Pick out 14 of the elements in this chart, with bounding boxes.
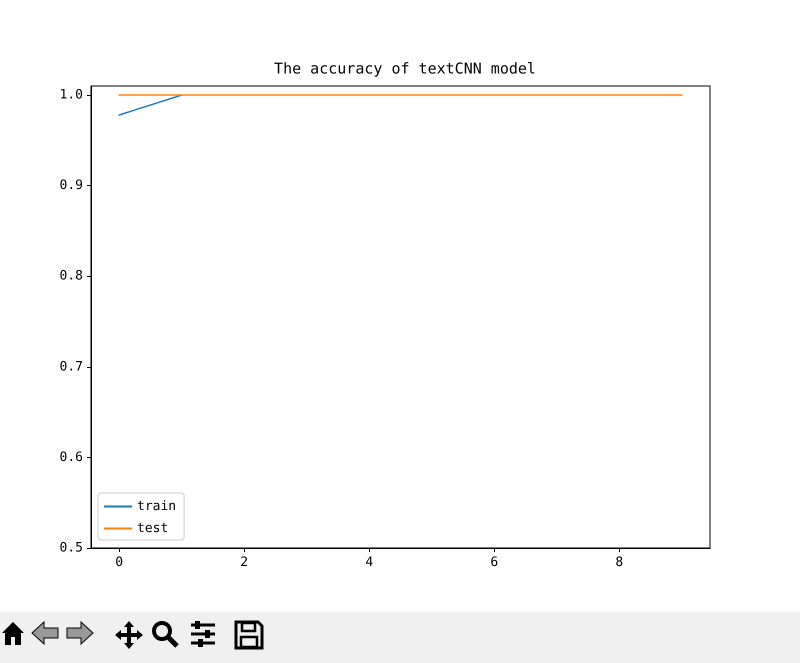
y-tick-label: 0.8 bbox=[60, 268, 83, 284]
y-tick-label: 0.7 bbox=[60, 359, 83, 374]
x-tick-label: 6 bbox=[490, 555, 498, 570]
x-tick-label: 4 bbox=[365, 555, 374, 570]
y-tick-label: 1.0 bbox=[60, 88, 83, 103]
x-tick-label: 8 bbox=[615, 555, 624, 570]
x-tick-label: 0 bbox=[115, 555, 124, 570]
chart-title: The accuracy of textCNN model bbox=[274, 60, 536, 78]
y-tick-label: 0.6 bbox=[60, 450, 83, 465]
legend-label: train bbox=[137, 499, 176, 514]
legend-label: test bbox=[137, 521, 168, 536]
x-tick-label: 2 bbox=[240, 555, 248, 570]
y-tick-label: 0.5 bbox=[60, 540, 83, 556]
y-tick-label: 0.9 bbox=[60, 178, 83, 194]
